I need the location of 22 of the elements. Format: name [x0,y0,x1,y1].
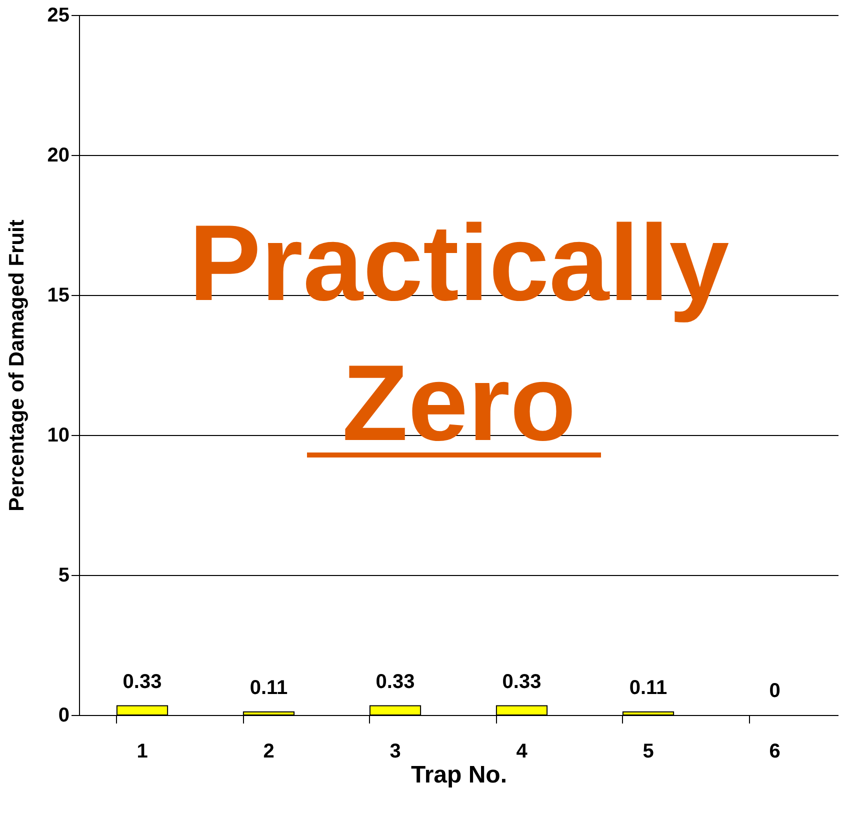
x-tick-label: 1 [136,740,148,762]
x-axis-title: Trap No. [410,762,508,788]
y-tick-label: 20 [47,144,70,166]
annotation: Practically [188,202,730,323]
x-tick-label: 5 [642,740,654,762]
data-label: 0.33 [502,670,542,693]
y-tick-label: 10 [47,424,70,446]
data-label: 0.11 [250,676,288,699]
data-label: 0.33 [376,670,415,693]
data-label: 0.11 [629,676,668,699]
y-tick-label: 15 [47,284,70,306]
x-tick-label: 2 [263,740,274,762]
y-axis-title: Percentage of Damaged Fruit [5,220,28,512]
data-label: 0 [769,680,780,702]
x-tick-label: 3 [390,740,401,762]
x-tick-label: 6 [769,740,780,762]
y-tick-label: 0 [58,704,70,726]
y-tick-label: 25 [47,4,70,26]
annotation: Zero [342,342,576,463]
data-label: 0.33 [122,670,162,693]
x-tick-label: 4 [516,740,528,762]
y-tick-label: 5 [58,564,70,586]
